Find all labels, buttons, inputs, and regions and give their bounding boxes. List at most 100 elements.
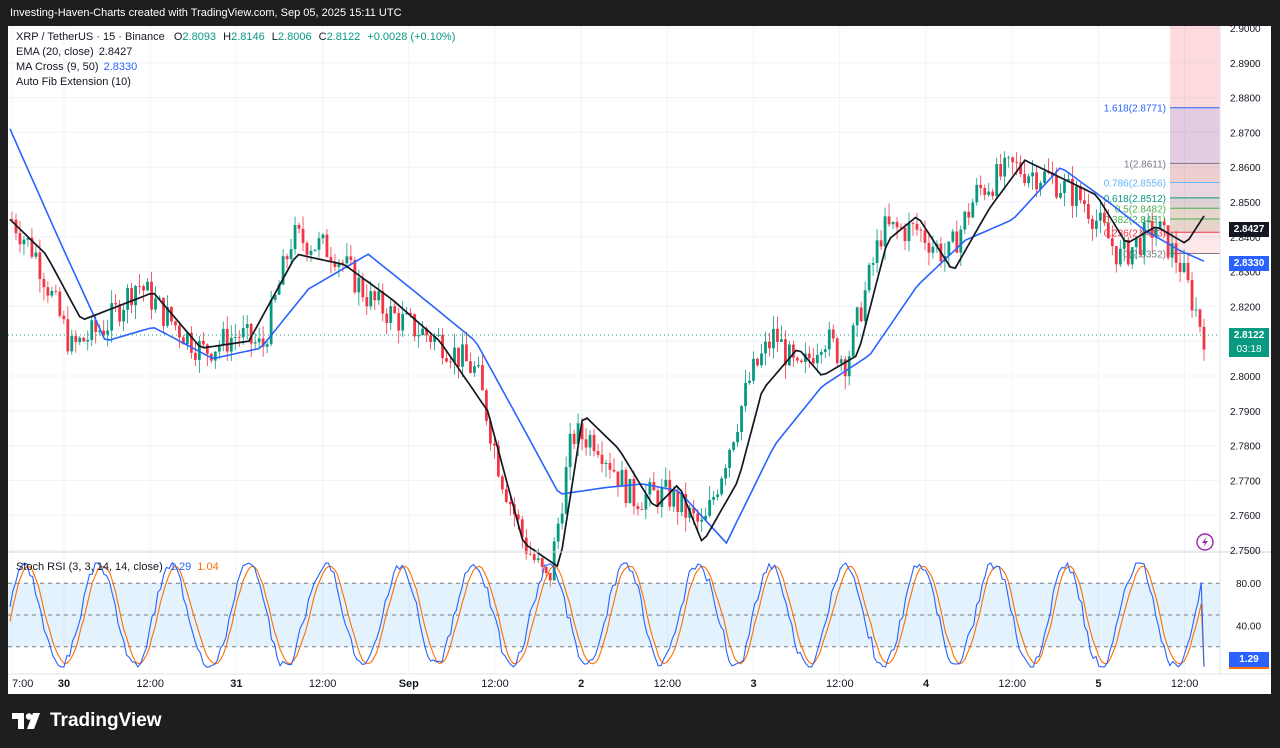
- candle-body: [835, 338, 839, 364]
- price-tick-label: 2.8200: [1230, 302, 1261, 313]
- candle-body: [780, 339, 783, 342]
- time-tick-label: 12:00: [998, 678, 1026, 690]
- candle-body: [1126, 239, 1130, 265]
- candle-body: [66, 319, 70, 352]
- candle-body: [823, 349, 827, 353]
- candle-body: [776, 328, 779, 342]
- chart-area[interactable]: 1.618(2.8771) 1(2.8611) 0.786(2.8556) 0.618…: [8, 26, 1271, 694]
- candle-body: [995, 164, 999, 197]
- candle-body: [321, 234, 325, 239]
- candle-body: [1035, 172, 1038, 190]
- candle-body: [716, 494, 720, 498]
- price-tick-label: 2.7500: [1230, 546, 1261, 557]
- fib-level-label: 0.382(2.8451): [1104, 215, 1166, 226]
- candle-body: [728, 449, 731, 469]
- price-tick-label: 2.8600: [1230, 163, 1261, 174]
- candle-body: [1178, 262, 1182, 272]
- candle-body: [62, 315, 66, 320]
- candle-body: [807, 353, 811, 359]
- candle-body: [138, 286, 141, 287]
- stoch-k-tag: 1.29: [1229, 652, 1269, 667]
- price-tick-label: 2.7600: [1230, 511, 1261, 522]
- candle-body: [1059, 193, 1062, 198]
- candle-body: [955, 231, 959, 253]
- candle-body: [313, 249, 317, 251]
- candle-body: [532, 554, 536, 561]
- candle-body: [608, 462, 612, 470]
- candle-body: [640, 509, 644, 510]
- candle-body: [417, 335, 421, 337]
- chart-svg[interactable]: 1.618(2.8771) 1(2.8611) 0.786(2.8556) 0.618…: [8, 26, 1271, 694]
- candle-body: [82, 337, 86, 342]
- candle-body: [134, 286, 137, 306]
- tradingview-logo[interactable]: TradingView: [12, 710, 162, 732]
- candle-body: [162, 297, 165, 326]
- candle-body: [30, 237, 34, 257]
- time-tick-label: Sep: [399, 678, 419, 690]
- candle-body: [174, 321, 177, 326]
- candle-body: [736, 431, 739, 443]
- candle-body: [249, 323, 253, 344]
- candle-body: [34, 252, 38, 257]
- candle-body: [213, 351, 217, 361]
- time-tick-label: 5: [1095, 678, 1101, 690]
- candle-body: [696, 513, 700, 522]
- candle-body: [883, 216, 887, 247]
- price-tick-label: 2.7800: [1230, 442, 1261, 453]
- candle-body: [871, 262, 875, 265]
- candle-body: [672, 491, 676, 507]
- candle-body: [612, 469, 616, 472]
- candle-body: [1190, 280, 1194, 311]
- candle-body: [18, 233, 22, 245]
- candle-body: [680, 493, 684, 513]
- candle-body: [795, 357, 799, 361]
- candle-body: [1138, 237, 1142, 255]
- candle-body: [827, 329, 831, 350]
- candle-body: [787, 344, 791, 366]
- stoch-label: Stoch RSI (3, 3, 14, 14, close): [16, 561, 163, 573]
- candle-body: [756, 358, 759, 366]
- candle-body: [189, 332, 193, 353]
- fib-level-label: 0.618(2.8512): [1104, 194, 1166, 205]
- price-tick-label: 2.9000: [1230, 26, 1261, 35]
- candle-body: [875, 240, 879, 263]
- candle-body: [1114, 246, 1118, 265]
- candle-body: [1106, 222, 1110, 239]
- candle-body: [78, 337, 82, 343]
- candle-body: [887, 216, 891, 225]
- candle-body: [744, 383, 747, 407]
- price-tick-label: 2.8000: [1230, 372, 1261, 383]
- candle-body: [110, 303, 114, 331]
- candle-body: [504, 489, 508, 502]
- candle-body: [740, 406, 743, 432]
- fib-band: [1170, 208, 1220, 220]
- candle-body: [552, 541, 556, 581]
- candle-body: [273, 294, 277, 300]
- candle-body: [839, 359, 843, 364]
- candle-body: [90, 320, 94, 340]
- price-tick-label: 2.8500: [1230, 198, 1261, 209]
- fib-level-label: 0.786(2.8556): [1104, 179, 1166, 190]
- candle-body: [815, 354, 819, 364]
- flash-icon[interactable]: [1196, 533, 1214, 551]
- candle-body: [421, 328, 425, 336]
- candle-body: [664, 479, 668, 487]
- candle-body: [373, 291, 377, 301]
- candle-body: [381, 291, 385, 314]
- time-tick-label: 3: [751, 678, 757, 690]
- candle-body: [1007, 157, 1011, 159]
- candle-body: [927, 242, 931, 253]
- candle-body: [457, 347, 460, 367]
- candle-body: [22, 239, 26, 245]
- candle-body: [620, 469, 624, 487]
- fib-level-label: 0.236(2.8413): [1104, 228, 1166, 239]
- candle-body: [624, 469, 628, 504]
- candle-body: [1202, 326, 1206, 350]
- candle-body: [556, 523, 560, 542]
- candle-body: [357, 277, 361, 293]
- price-tick-label: 2.8300: [1230, 268, 1261, 279]
- fib-band: [1170, 232, 1220, 254]
- candle-body: [361, 277, 365, 298]
- candle-body: [102, 330, 106, 335]
- candle-body: [150, 281, 153, 310]
